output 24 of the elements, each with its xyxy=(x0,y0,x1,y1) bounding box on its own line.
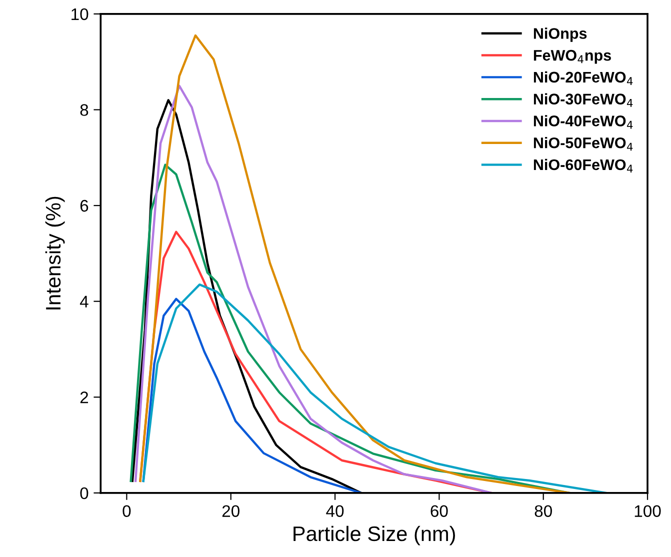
legend-label: NiO-50FeWO$_{4}$ xyxy=(534,137,633,151)
legend-label: FeWO$_{4}$nps xyxy=(534,50,611,64)
y-tick-label: 6 xyxy=(80,200,88,212)
legend-label: NiO-40FeWO$_{4}$ xyxy=(534,115,633,129)
legend-label: NiO-20FeWO$_{4}$ xyxy=(534,71,633,85)
x-tick-label: 60 xyxy=(430,505,448,517)
legend-label: NiO-60FeWO$_{4}$ xyxy=(534,158,633,172)
y-tick-label: 10 xyxy=(72,8,88,20)
legend-label: NiO-30FeWO$_{4}$ xyxy=(534,93,633,107)
y-tick-label: 8 xyxy=(80,104,88,116)
x-axis-title: Particle Size (nm) xyxy=(294,526,455,546)
x-tick-label: 40 xyxy=(326,505,344,517)
y-tick-label: 2 xyxy=(80,392,88,404)
x-tick-label: 20 xyxy=(222,505,240,517)
x-tick-label: 0 xyxy=(122,505,131,517)
line-series xyxy=(142,283,607,493)
legend-label: NiOnps xyxy=(534,28,587,42)
x-tick-label: 100 xyxy=(634,505,661,517)
y-axis-title: Intensity (%) xyxy=(45,196,65,310)
line-series xyxy=(134,84,492,493)
y-tick-label: 0 xyxy=(80,487,88,500)
x-tick-label: 80 xyxy=(534,505,552,517)
line-series xyxy=(142,298,362,493)
y-tick-label: 4 xyxy=(80,296,88,308)
